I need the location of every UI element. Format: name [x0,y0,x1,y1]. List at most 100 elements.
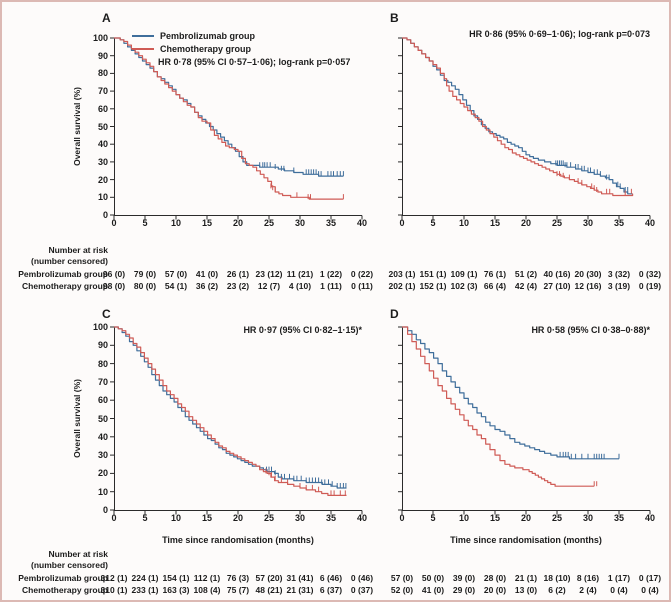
km-panel-a: A Overall survival (%) 0 10 20 30 40 50 60 70 80… [72,11,367,228]
x-axis-title: Time since randomisation (months) [162,535,314,545]
risk-table-header-line2: (number censored) [31,560,108,570]
x-tick-label: 0 [399,218,405,228]
x-tick-label: 20 [520,513,532,523]
risk-value: 42 (4) [514,281,538,291]
x-tick-label: 40 [356,218,368,228]
risk-row: 202 (1) 152 (1) 102 (3) 66 (4) 42 (4) 27 (10)… [389,281,662,292]
x-axis-title: Time since randomisation (months) [450,535,602,545]
x-tick-label: 35 [325,218,337,228]
risk-value: 3 (32) [607,269,631,279]
y-tick-label: 20 [97,174,108,185]
y-tick-label: 80 [97,358,108,369]
risk-value: 21 (1) [514,573,538,583]
x-axis-tick-labels: 0 5 10 15 20 25 30 35 40 [111,218,367,228]
risk-value: 312 (1) [100,573,128,583]
risk-value: 0 (4) [641,585,659,595]
risk-value: 80 (0) [133,281,157,291]
y-tick-label: 50 [97,413,108,424]
x-tick-label: 20 [520,218,532,228]
risk-value: 108 (4) [193,585,221,595]
x-tick-label: 10 [458,218,470,228]
risk-value: 13 (0) [514,585,538,595]
km-curves-d-chart [398,326,651,515]
km-curves-a-chart [110,37,363,220]
risk-row: 203 (1) 151 (1) 109 (1) 76 (1) 51 (2) 40 (16)… [389,269,662,280]
risk-value: 79 (0) [133,269,157,279]
y-tick-label: 90 [97,340,108,351]
risk-table-header-line1: Number at risk [48,245,108,255]
x-axis-tick-labels: 0 5 10 15 20 25 30 35 40 [111,513,367,523]
y-tick-label: 90 [97,50,108,61]
x-tick-label: 0 [399,513,405,523]
risk-value: 3 (19) [607,281,631,291]
risk-value: 0 (22) [350,269,374,279]
x-tick-label: 10 [170,218,182,228]
risk-value: 102 (3) [450,281,478,291]
y-axis-tick-labels [402,327,650,510]
risk-value: 96 (0) [102,269,126,279]
risk-value: 151 (1) [419,269,447,279]
x-tick-label: 30 [294,218,306,228]
risk-value: 0 (19) [638,281,662,291]
risk-value: 233 (1) [131,585,159,595]
risk-value: 12 (7) [257,281,281,291]
x-tick-label: 15 [489,513,501,523]
risk-value: 1 (17) [607,573,631,583]
risk-value: 6 (2) [548,585,566,595]
legend: Pembrolizumab group Chemotherapy group [132,29,255,55]
risk-value: 98 (0) [102,281,126,291]
y-tick-label: 60 [97,395,108,406]
risk-value: 48 (21) [255,585,283,595]
risk-row-label-chemotherapy: Chemotherapy group [22,281,108,291]
risk-value: 54 (1) [164,281,188,291]
x-tick-label: 20 [232,218,244,228]
risk-value: 224 (1) [131,573,159,583]
risk-value: 1 (22) [319,269,343,279]
y-tick-label: 20 [97,468,108,479]
risk-value: 40 (16) [543,269,571,279]
risk-value: 20 (0) [483,585,507,595]
risk-value: 154 (1) [162,573,190,583]
x-tick-label: 40 [644,218,656,228]
x-tick-label: 40 [644,513,656,523]
risk-value: 202 (1) [388,281,416,291]
risk-row: 52 (0) 41 (0) 29 (0) 20 (0) 13 (0) 6 (2) 2 (4)… [391,585,659,596]
y-tick-label: 10 [97,192,108,203]
x-tick-label: 0 [111,513,117,523]
risk-value: 310 (1) [100,585,128,595]
risk-value: 0 (37) [350,585,374,595]
x-tick-label: 10 [170,513,182,523]
x-tick-label: 30 [294,513,306,523]
risk-value: 27 (10) [543,281,571,291]
x-tick-label: 35 [613,513,625,523]
panel-letter-b: B [390,11,399,25]
y-axis-title: Overall survival (%) [70,327,84,510]
y-tick-label: 40 [97,139,108,150]
risk-value: 51 (2) [514,269,538,279]
risk-value: 4 (10) [288,281,312,291]
risk-value: 6 (37) [319,585,343,595]
km-panel-b: B 0 5 10 15 20 25 30 35 40 HR 0·86 (95% 0·69–1·0… [390,11,655,228]
risk-value: 52 (0) [390,585,414,595]
risk-value: 41 (0) [421,585,445,595]
y-tick-label: 100 [92,322,108,332]
y-axis-title: Overall survival (%) [70,38,84,215]
legend-label-pembrolizumab: Pembrolizumab group [160,30,256,41]
risk-row: 57 (0) 50 (0) 39 (0) 28 (0) 21 (1) 18 (10) 8 (… [391,573,661,584]
panel-letter-a: A [102,11,111,25]
x-tick-label: 25 [263,218,275,228]
risk-value: 12 (16) [574,281,602,291]
risk-value: 36 (2) [195,281,219,291]
x-tick-label: 35 [613,218,625,228]
x-tick-label: 40 [356,513,368,523]
risk-value: 57 (20) [255,573,283,583]
risk-value: 20 (30) [574,269,602,279]
risk-row-label-chemotherapy: Chemotherapy group [22,585,108,595]
km-curves-c-chart [110,326,363,515]
risk-value: 109 (1) [450,269,478,279]
x-tick-label: 15 [201,218,213,228]
risk-value: 152 (1) [419,281,447,291]
legend-item-pembrolizumab: Pembrolizumab group [132,29,255,42]
risk-value: 39 (0) [452,573,476,583]
hr-annotation-d: HR 0·58 (95% CI 0·38–0·88)* [531,325,650,335]
